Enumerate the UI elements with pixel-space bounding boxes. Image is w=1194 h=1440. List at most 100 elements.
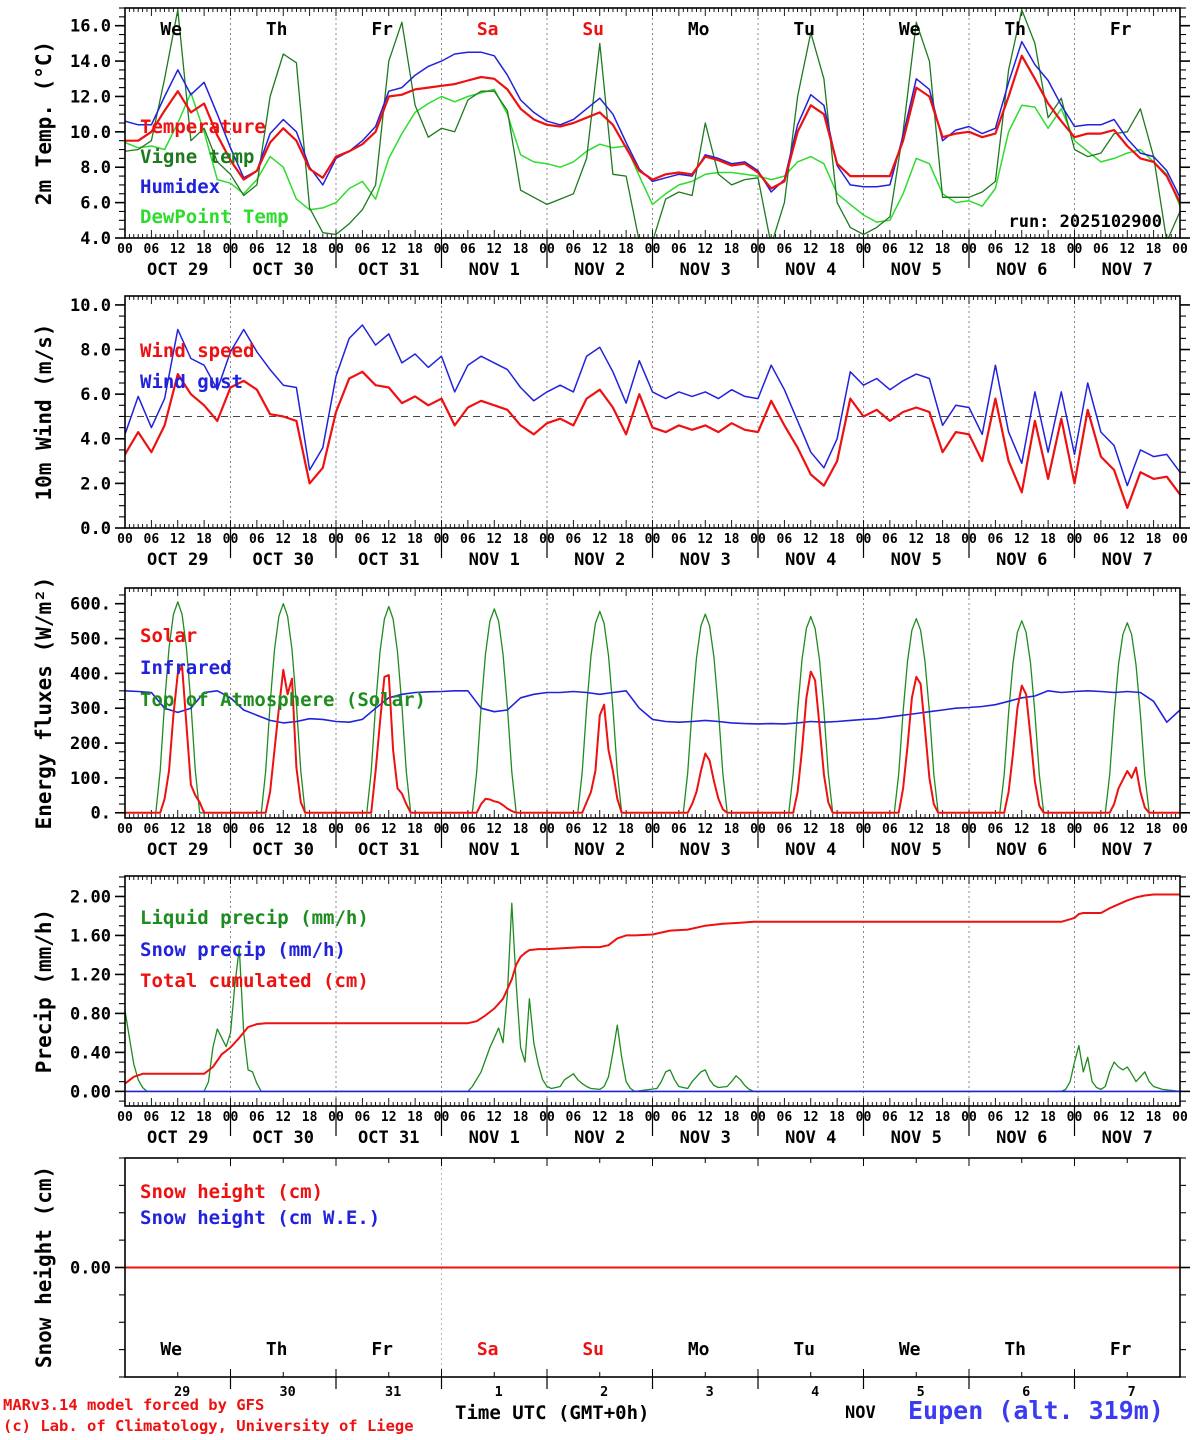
date-label: OCT 30: [252, 1128, 314, 1148]
panel-frame: [124, 875, 1181, 1107]
hour-tick-label: 06: [354, 822, 371, 837]
hour-tick-label: 00: [539, 1110, 555, 1125]
hour-tick-label: 18: [1145, 242, 1162, 257]
hour-tick-label: 12: [1013, 532, 1030, 547]
copyright-credit-line: (c) Lab. of Climatology, University of L…: [3, 1417, 414, 1435]
legend-vigne-temp: Vigne temp: [140, 146, 255, 168]
hour-tick-label: 00: [117, 242, 133, 257]
date-label: NOV 6: [996, 550, 1048, 570]
hour-tick-label: 00: [961, 242, 977, 257]
y-axis-title-wind: 10m Wind (m/s): [32, 323, 56, 501]
day-number-label: 1: [494, 1384, 503, 1400]
hour-tick-label: 18: [723, 242, 740, 257]
hour-tick-label: 18: [407, 1110, 423, 1125]
hour-tick-label: 00: [1066, 532, 1083, 547]
hour-tick-label: 00: [1172, 822, 1188, 837]
svg-text:6.0: 6.0: [80, 194, 111, 214]
weekday-label: Fr: [1109, 19, 1132, 40]
svg-text:8.0: 8.0: [80, 340, 111, 360]
svg-text:1.60: 1.60: [70, 926, 111, 946]
date-label: NOV 5: [890, 1128, 942, 1148]
weekday-label: Th: [1004, 1339, 1026, 1360]
hour-tick-label: 06: [565, 822, 582, 837]
svg-text:400.: 400.: [70, 664, 111, 684]
series-lines: [125, 9, 1180, 238]
hour-tick-label: 00: [750, 822, 766, 837]
hour-tick-label: 06: [882, 1110, 898, 1125]
hour-tick-label: 06: [671, 242, 687, 257]
hour-tick-label: 18: [1040, 822, 1056, 837]
legend-infrared: Infrared: [140, 657, 232, 679]
hour-tick-label: 00: [1172, 1110, 1188, 1125]
hour-tick-label: 18: [618, 242, 634, 257]
weekday-label: Sa: [476, 19, 499, 40]
panel-frame: [124, 1157, 1181, 1378]
hour-tick-label: 00: [328, 1110, 344, 1125]
series-dewpoint_temp: [125, 88, 1180, 223]
day-gridlines: [230, 876, 1075, 1106]
hour-tick-label: 06: [143, 242, 160, 257]
hour-tick-label: 18: [1040, 1110, 1056, 1125]
day-number-label: 6: [1022, 1384, 1031, 1400]
hour-tick-label: 18: [407, 532, 423, 547]
hour-tick-label: 12: [275, 1110, 292, 1125]
hour-tick-label: 18: [618, 1110, 634, 1125]
date-label: NOV 7: [1101, 840, 1153, 860]
y-axis-ticks: 600. 500. 400. 300. 200. 100. 0.: [70, 594, 1190, 824]
hour-tick-label: 12: [802, 1110, 819, 1125]
panel-1-plot: 10.0 8.0 6.0 4.0 2.0 0.0: [70, 295, 1190, 558]
hour-tick-label: 06: [565, 242, 582, 257]
hour-tick-label: 06: [249, 1110, 265, 1125]
hour-tick-label: 00: [855, 1110, 872, 1125]
hour-tick-label: 06: [987, 1110, 1004, 1125]
svg-text:10.0: 10.0: [70, 296, 111, 316]
hour-tick-label: 18: [1145, 1110, 1162, 1125]
date-label: NOV 4: [785, 550, 837, 570]
panel-0-plot: 16.0 14.0 12.0 10.0 8.0 6.0 4.0: [70, 7, 1190, 268]
weekday-label: Su: [582, 19, 604, 40]
hour-tick-label: 06: [1093, 822, 1109, 837]
hour-tick-label: 00: [644, 822, 661, 837]
hour-tick-label: 06: [671, 1110, 687, 1125]
hour-tick-label: 06: [987, 822, 1004, 837]
series-solar: [125, 665, 1180, 814]
hour-tick-label: 12: [275, 532, 292, 547]
station-label: Eupen (alt. 319m): [908, 1396, 1164, 1425]
hour-tick-label: 12: [697, 242, 714, 257]
hour-tick-label: 06: [1093, 532, 1109, 547]
hour-tick-label: 06: [987, 532, 1004, 547]
weekday-label: Th: [1004, 19, 1026, 40]
hour-tick-label: 00: [961, 822, 977, 837]
date-label: NOV 4: [785, 1128, 837, 1148]
hour-tick-label: 00: [433, 822, 450, 837]
legend-dewpoint-temp: DewPoint Temp: [140, 205, 289, 228]
y-axis-ticks: 10.0 8.0 6.0 4.0 2.0 0.0: [70, 296, 1190, 539]
hour-tick-label: 12: [1013, 242, 1030, 257]
svg-text:2.00: 2.00: [70, 887, 111, 907]
hour-tick-label: 18: [301, 1110, 318, 1125]
date-label: NOV 6: [996, 1128, 1048, 1148]
series-lines: [125, 893, 1180, 1093]
hour-tick-label: 12: [697, 1110, 714, 1125]
series-total_cumulated: [125, 893, 1180, 1085]
hour-tick-label: 00: [644, 242, 661, 257]
hour-tick-label: 12: [1119, 822, 1136, 837]
hour-tick-label: 06: [354, 532, 371, 547]
hour-tick-label: 18: [829, 822, 845, 837]
hour-tick-label: 12: [380, 1110, 397, 1125]
y-axis-ticks: 2.00 1.60 1.20 0.80 0.40 0.00: [70, 876, 1190, 1102]
weekday-label: We: [898, 19, 921, 40]
day-number-label: 31: [385, 1384, 402, 1400]
hour-tick-label: 06: [354, 242, 371, 257]
series-infrared: [125, 690, 1180, 725]
y-axis-ticks: 16.0 14.0 12.0 10.0 8.0 6.0 4.0: [70, 7, 1190, 249]
hour-tick-label: 00: [328, 822, 344, 837]
hour-tick-label: 18: [934, 532, 951, 547]
hour-tick-label: 18: [618, 532, 634, 547]
series-wind_gust: [125, 324, 1180, 487]
hour-tick-label: 18: [407, 822, 423, 837]
hour-tick-label: 06: [882, 822, 898, 837]
date-label: OCT 29: [147, 840, 209, 860]
hour-tick-label: 06: [1093, 1110, 1109, 1125]
hour-tick-label: 00: [539, 822, 555, 837]
